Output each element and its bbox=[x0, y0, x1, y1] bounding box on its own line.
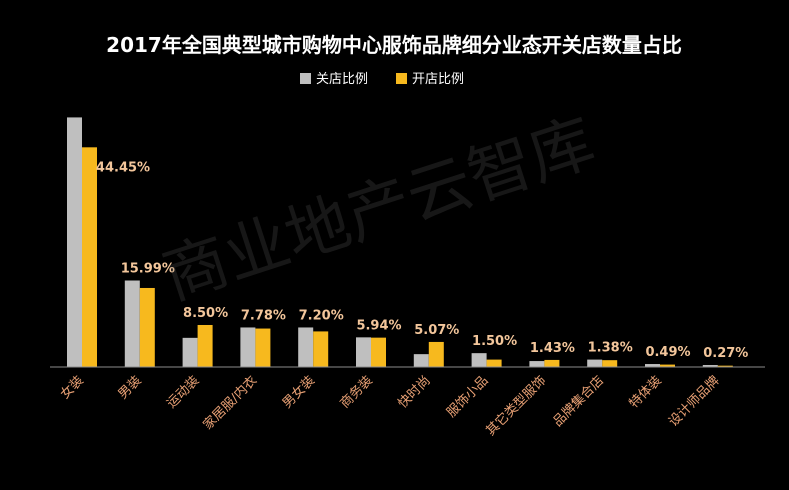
chart-title: 2017年全国典型城市购物中心服饰品牌细分业态开关店数量占比 bbox=[106, 33, 682, 57]
category-label-5: 男女装 bbox=[279, 373, 318, 412]
bar-close-9 bbox=[529, 361, 545, 367]
data-label-8: 1.50% bbox=[472, 334, 517, 349]
legend-label-close: 关店比例 bbox=[316, 72, 368, 87]
bar-close-4 bbox=[240, 327, 256, 367]
category-label-12: 设计师品牌 bbox=[665, 373, 722, 430]
data-label-11: 0.49% bbox=[645, 345, 690, 360]
data-label-5: 7.20% bbox=[299, 308, 344, 323]
bar-open-4 bbox=[255, 328, 271, 367]
bar-open-11 bbox=[660, 364, 675, 367]
bar-open-7 bbox=[428, 341, 444, 367]
bar-close-5 bbox=[298, 327, 314, 367]
data-label-12: 0.27% bbox=[703, 346, 748, 361]
legend-swatch-open bbox=[396, 73, 407, 84]
bar-close-10 bbox=[587, 359, 603, 367]
data-label-10: 1.38% bbox=[588, 341, 633, 356]
bar-open-8 bbox=[486, 359, 502, 367]
bar-open-6 bbox=[371, 337, 386, 367]
bar-open-12 bbox=[717, 365, 733, 367]
category-label-3: 运动装 bbox=[164, 373, 202, 411]
category-label-10: 品牌集合店 bbox=[550, 373, 607, 430]
bar-open-2 bbox=[139, 287, 155, 367]
bar-open-10 bbox=[602, 360, 618, 367]
data-label-9: 1.43% bbox=[530, 341, 575, 356]
bar-open-5 bbox=[313, 331, 329, 367]
bar-close-2 bbox=[124, 280, 140, 367]
bar-close-3 bbox=[182, 337, 198, 367]
legend: 关店比例 开店比例 bbox=[300, 72, 464, 87]
category-label-4: 家居服/内衣 bbox=[200, 373, 260, 433]
data-label-3: 8.50% bbox=[183, 306, 228, 321]
bar-open-3 bbox=[197, 324, 213, 367]
bars-group: 44.45% 15.99% 8.50% 7.78% 7.20% 5.94% 5.07% 1.5… bbox=[67, 117, 748, 368]
legend-label-open: 开店比例 bbox=[412, 72, 464, 87]
category-label-7: 快时尚 bbox=[395, 373, 433, 411]
data-label-2: 15.99% bbox=[121, 262, 175, 277]
bar-open-9 bbox=[544, 359, 560, 367]
bar-close-11 bbox=[645, 364, 660, 367]
category-label-8: 服饰小品 bbox=[444, 373, 491, 420]
data-label-6: 5.94% bbox=[356, 318, 401, 333]
category-label-6: 商务装 bbox=[337, 373, 376, 412]
data-label-7: 5.07% bbox=[414, 323, 459, 338]
category-label-1: 女装 bbox=[57, 373, 87, 403]
category-label-11: 特体装 bbox=[627, 373, 665, 411]
data-label-4: 7.78% bbox=[241, 308, 286, 323]
data-label-1: 44.45% bbox=[96, 160, 150, 175]
bar-close-12 bbox=[702, 365, 718, 367]
bar-close-7 bbox=[413, 354, 429, 367]
category-label-2: 男装 bbox=[116, 373, 145, 402]
bar-close-8 bbox=[471, 353, 487, 367]
category-label-9: 其它类型服饰 bbox=[483, 373, 549, 439]
bar-open-1 bbox=[82, 147, 97, 367]
bar-close-6 bbox=[356, 337, 371, 367]
legend-swatch-close bbox=[300, 73, 311, 84]
bar-close-1 bbox=[67, 117, 82, 368]
